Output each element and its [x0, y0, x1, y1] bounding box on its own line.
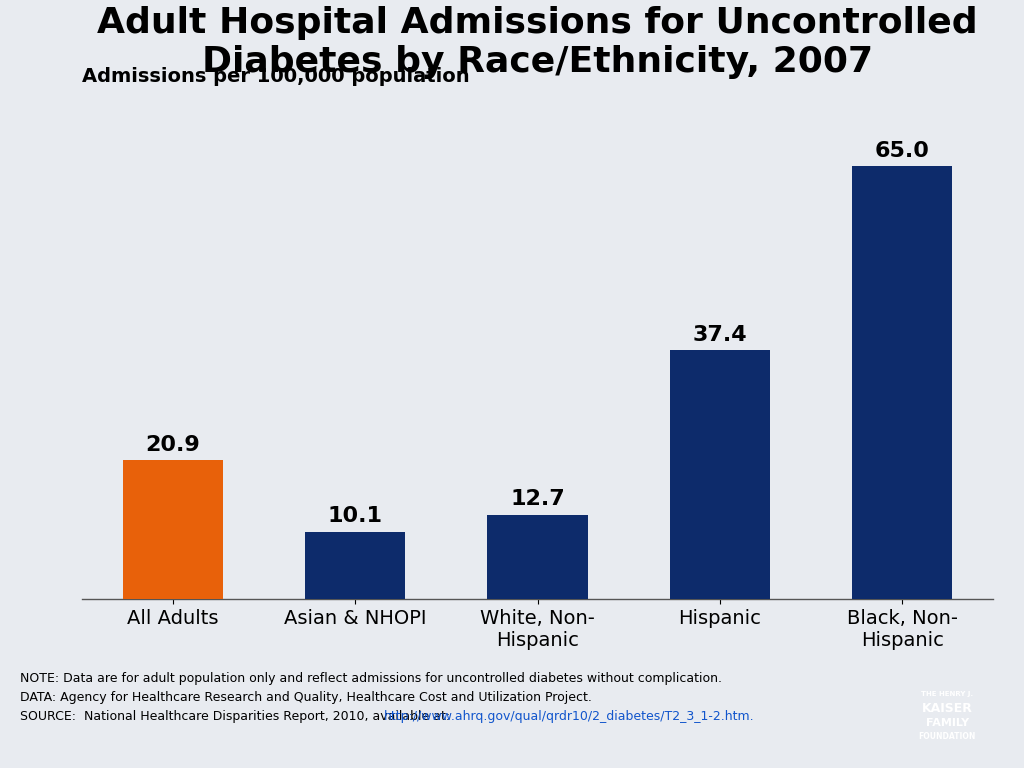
Bar: [305, 531, 406, 599]
Text: FOUNDATION: FOUNDATION: [919, 732, 976, 741]
Bar: [487, 515, 588, 599]
Text: NOTE: Data are for adult population only and reflect admissions for uncontrolled: NOTE: Data are for adult population only…: [20, 672, 723, 685]
Text: 20.9: 20.9: [145, 435, 201, 455]
Text: DATA: Agency for Healthcare Research and Quality, Healthcare Cost and Utilizatio: DATA: Agency for Healthcare Research and…: [20, 691, 592, 704]
Text: THE HENRY J.: THE HENRY J.: [922, 690, 973, 697]
Bar: [123, 460, 223, 599]
Text: KAISER: KAISER: [922, 703, 973, 715]
Text: Admissions per 100,000 population: Admissions per 100,000 population: [82, 67, 470, 86]
Text: http://www.ahrq.gov/qual/qrdr10/2_diabetes/T2_3_1-2.htm.: http://www.ahrq.gov/qual/qrdr10/2_diabet…: [384, 710, 755, 723]
Text: FAMILY: FAMILY: [926, 717, 969, 728]
Text: 37.4: 37.4: [692, 325, 748, 345]
Text: 65.0: 65.0: [874, 141, 930, 161]
Text: 12.7: 12.7: [510, 489, 565, 509]
Bar: [852, 167, 952, 599]
Bar: [670, 350, 770, 599]
Title: Adult Hospital Admissions for Uncontrolled
Diabetes by Race/Ethnicity, 2007: Adult Hospital Admissions for Uncontroll…: [97, 5, 978, 79]
Text: SOURCE:  National Healthcare Disparities Report, 2010, available at:: SOURCE: National Healthcare Disparities …: [20, 710, 455, 723]
Text: 10.1: 10.1: [328, 506, 383, 527]
